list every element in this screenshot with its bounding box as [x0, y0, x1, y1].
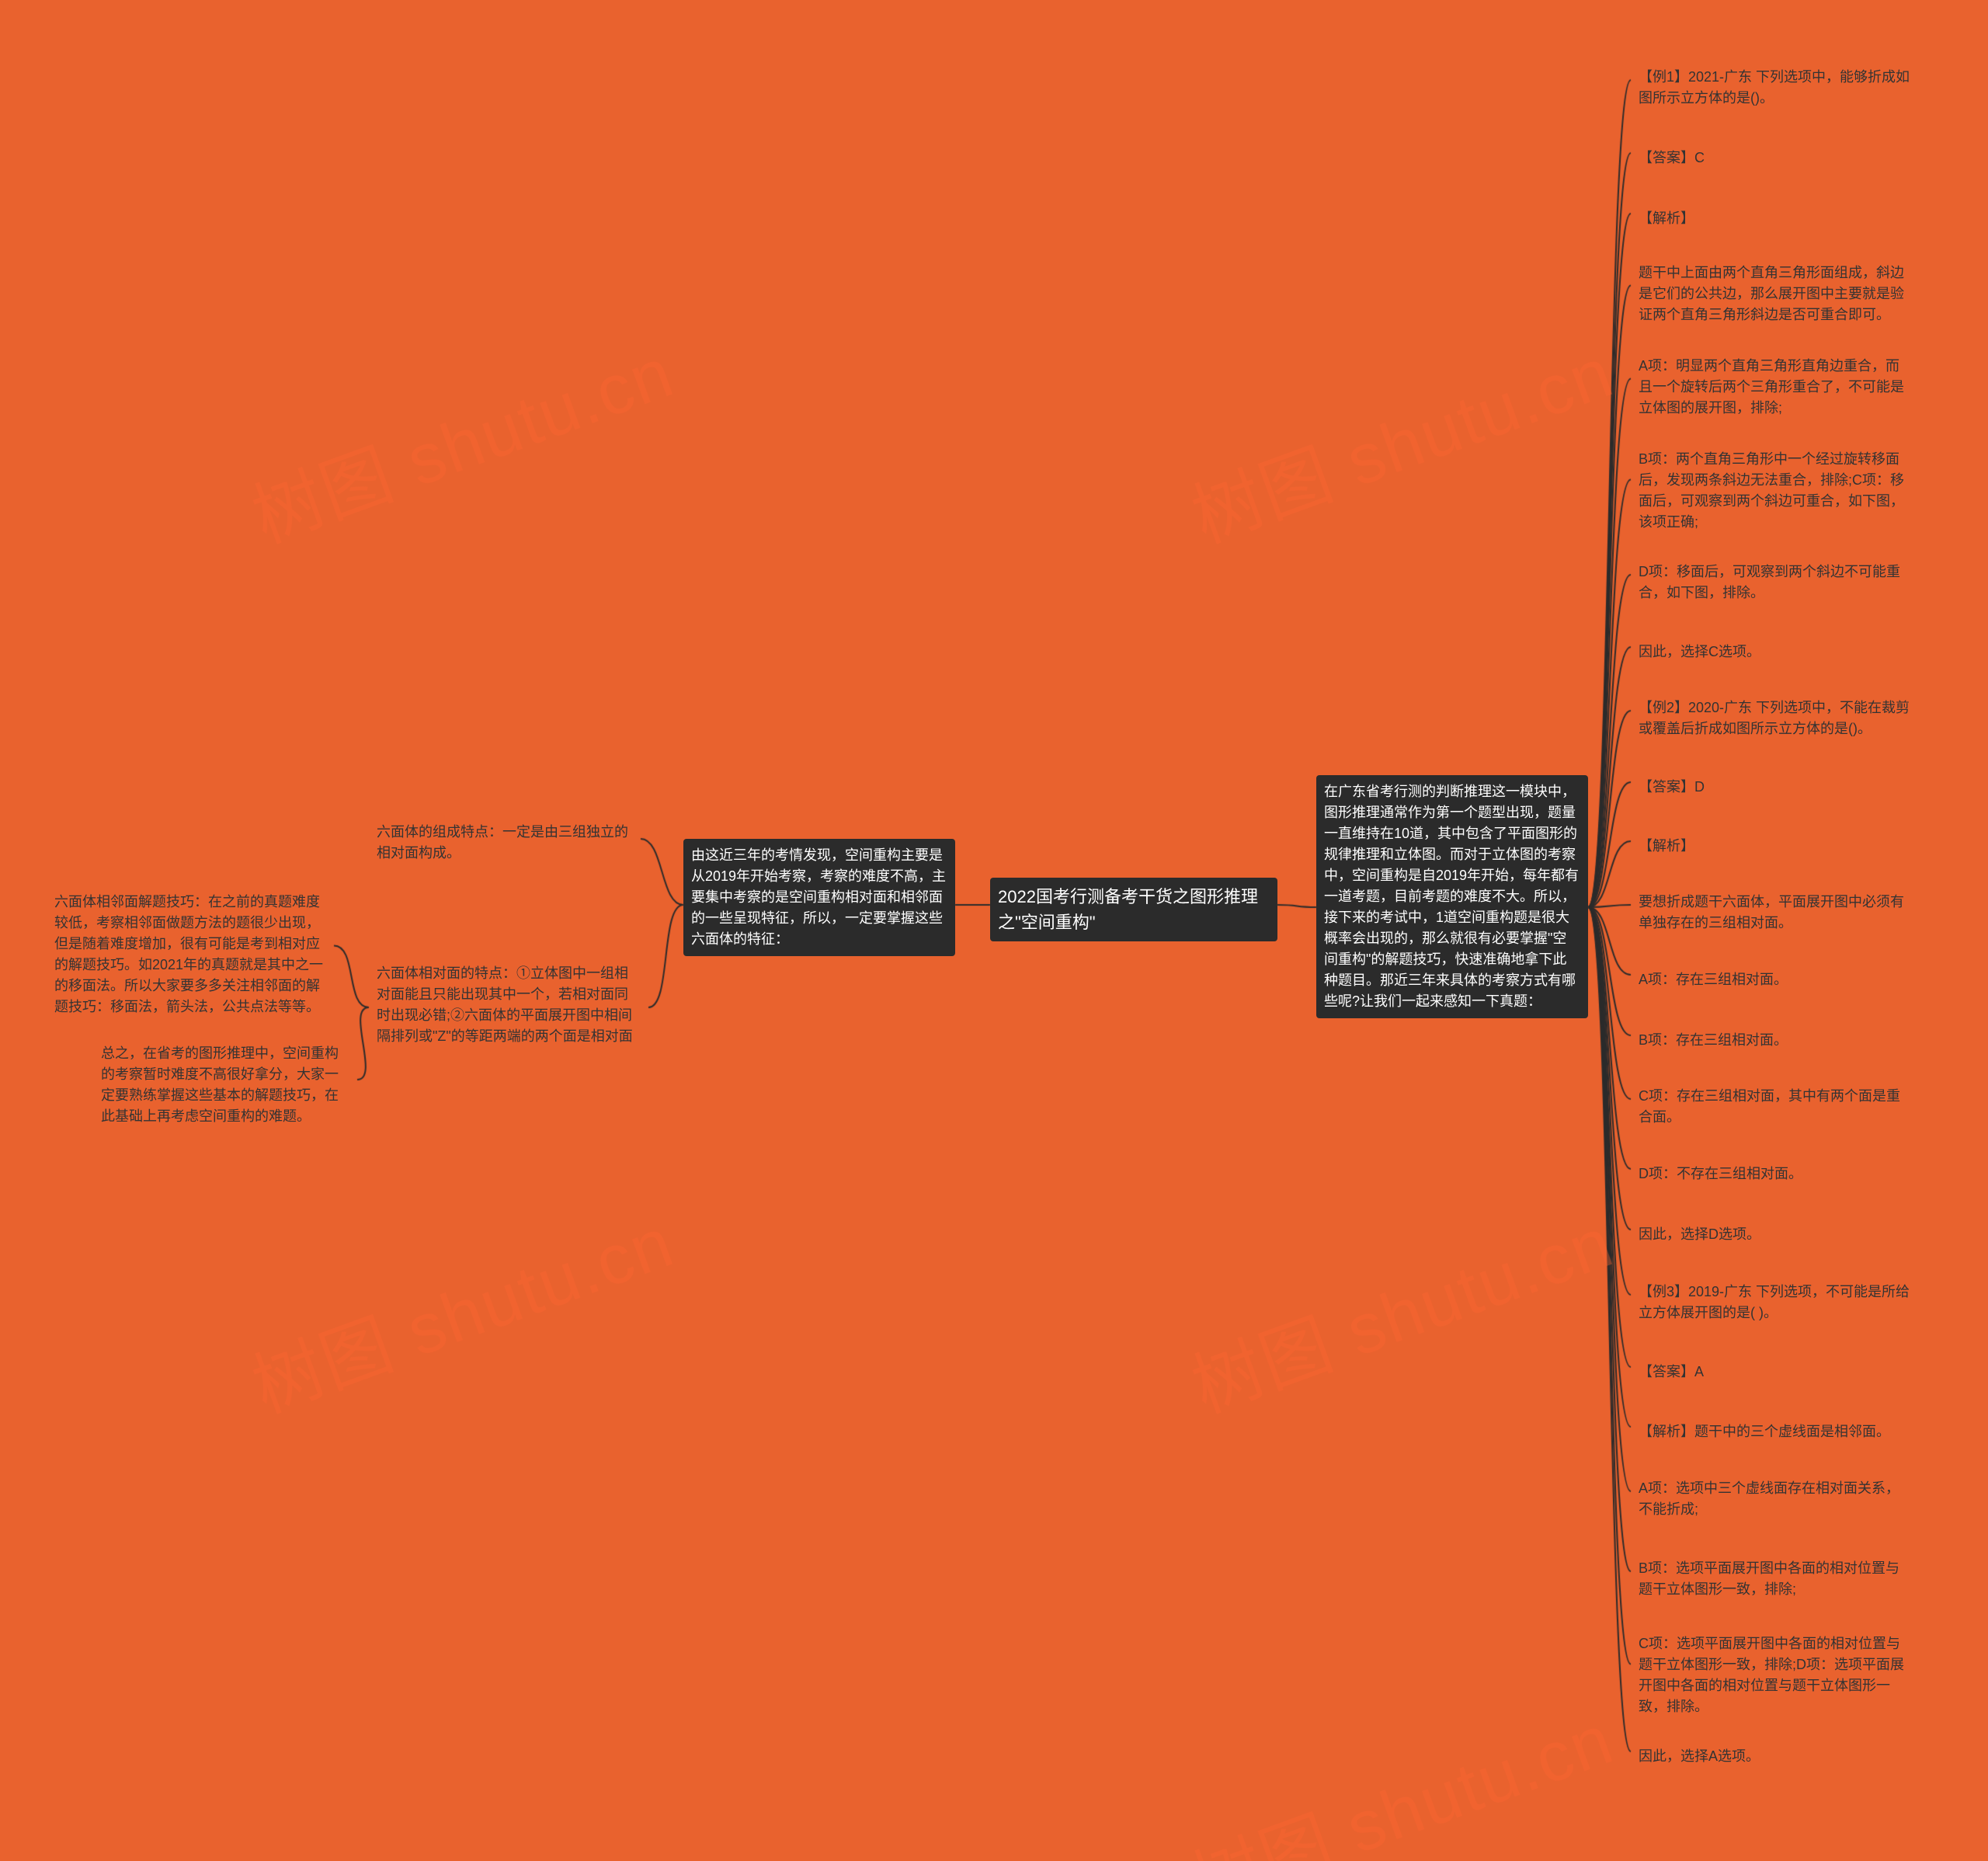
left-grandchild-node: 总之，在省考的图形推理中，空间重构的考察暂时难度不高很好拿分，大家一定要熟练掌握… [93, 1037, 357, 1133]
right-leaf-node: 【解析】 [1631, 202, 1918, 235]
right-leaf-node: 【例3】2019-广东 下列选项，不可能是所给立方体展开图的是( )。 [1631, 1275, 1918, 1330]
right-leaf-node: 【答案】A [1631, 1355, 1918, 1389]
left-child-node: 六面体的组成特点：一定是由三组独立的相对面构成。 [369, 816, 641, 870]
right-leaf-node: 【答案】C [1631, 141, 1918, 175]
right-leaf-node: 【答案】D [1631, 770, 1918, 804]
right-leaf-node: 【例2】2020-广东 下列选项中，不能在裁剪或覆盖后折成如图所示立方体的是()… [1631, 691, 1918, 746]
right-leaf-node: 要想折成题干六面体，平面展开图中必须有单独存在的三组相对面。 [1631, 885, 1918, 940]
right-leaf-node: D项：不存在三组相对面。 [1631, 1157, 1918, 1191]
root-node: 2022国考行测备考干货之图形推理之"空间重构" [990, 878, 1277, 941]
left-child-node: 六面体相对面的特点：①立体图中一组相对面能且只能出现其中一个，若相对面同时出现必… [369, 957, 648, 1053]
right-leaf-node: 【解析】 [1631, 830, 1918, 863]
right-leaf-node: 因此，选择C选项。 [1631, 635, 1918, 669]
right-leaf-node: 【解析】题干中的三个虚线面是相邻面。 [1631, 1415, 1918, 1449]
right-leaf-node: B项：选项平面展开图中各面的相对位置与题干立体图形一致，排除; [1631, 1552, 1918, 1606]
right-leaf-node: 因此，选择D选项。 [1631, 1218, 1918, 1251]
right-leaf-node: 【例1】2021-广东 下列选项中，能够折成如图所示立方体的是()。 [1631, 61, 1918, 115]
right-leaf-node: B项：两个直角三角形中一个经过旋转移面后，发现两条斜边无法重合，排除;C项：移面… [1631, 443, 1918, 539]
right-leaf-node: 题干中上面由两个直角三角形面组成，斜边是它们的公共边，那么展开图中主要就是验证两… [1631, 256, 1918, 332]
right-leaf-node: B项：存在三组相对面。 [1631, 1024, 1918, 1057]
right-leaf-node: A项：存在三组相对面。 [1631, 963, 1918, 997]
right-leaf-node: 因此，选择A选项。 [1631, 1740, 1918, 1773]
right-leaf-node: A项：选项中三个虚线面存在相对面关系，不能折成; [1631, 1472, 1918, 1526]
left-intro-node: 由这近三年的考情发现，空间重构主要是从2019年开始考察，考察的难度不高，主要集… [683, 839, 955, 956]
right-leaf-node: C项：存在三组相对面，其中有两个面是重合面。 [1631, 1080, 1918, 1134]
right-leaf-node: C项：选项平面展开图中各面的相对位置与题干立体图形一致，排除;D项：选项平面展开… [1631, 1627, 1918, 1724]
right-intro-node: 在广东省考行测的判断推理这一模块中，图形推理通常作为第一个题型出现，题量一直维持… [1316, 775, 1588, 1018]
right-leaf-node: D项：移面后，可观察到两个斜边不可能重合，如下图，排除。 [1631, 555, 1918, 610]
left-grandchild-node: 六面体相邻面解题技巧：在之前的真题难度较低，考察相邻面做题方法的题很少出现，但是… [47, 885, 334, 1024]
right-leaf-node: A项：明显两个直角三角形直角边重合，而且一个旋转后两个三角形重合了，不可能是立体… [1631, 350, 1918, 425]
